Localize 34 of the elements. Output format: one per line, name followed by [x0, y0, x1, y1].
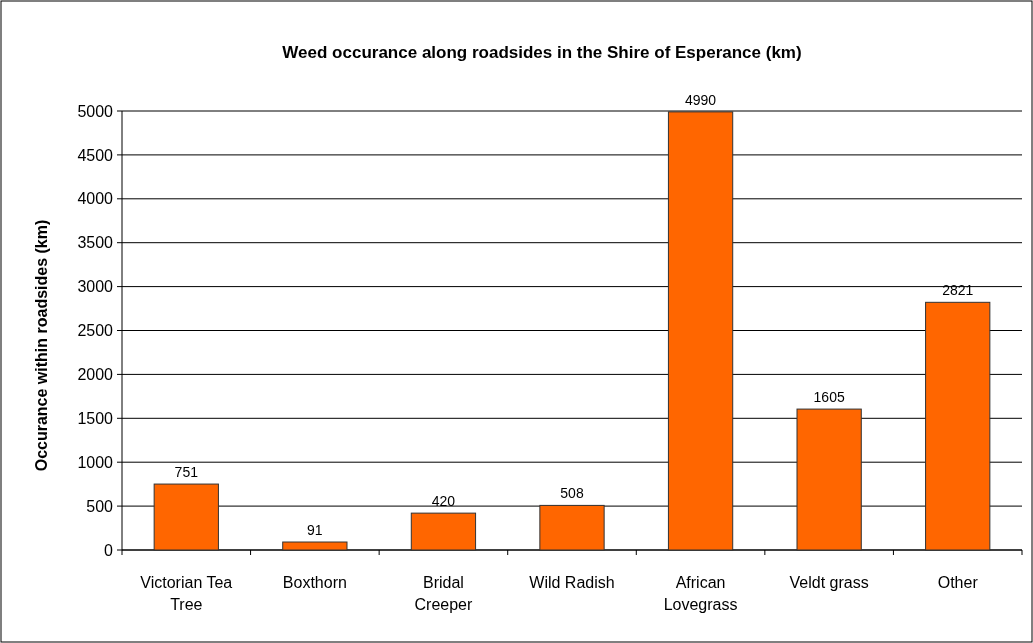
x-tick-label: Other [937, 574, 979, 591]
chart-title: Weed occurance along roadsides in the Shire of Esperance (km) [282, 43, 802, 62]
bar [925, 301, 991, 551]
x-tick-label: Victorian Tea Tree [140, 574, 233, 613]
data-label: 420 [431, 493, 456, 510]
data-label: 508 [560, 485, 584, 502]
bar [282, 541, 348, 551]
y-tick-label: 3500 [77, 234, 114, 252]
x-tick-label: Veldt grass [789, 574, 869, 591]
x-tick-label: African Lovegrass [663, 574, 738, 613]
bar [153, 483, 219, 551]
x-tick-label: Bridal Creeper [414, 574, 473, 613]
data-label: 1605 [813, 389, 845, 406]
y-tick-label: 3000 [77, 278, 114, 296]
x-tick-label: Wild Radish [529, 574, 615, 591]
data-label: 4990 [684, 91, 717, 108]
x-tick-label: Boxthorn [282, 574, 347, 591]
y-tick-label: 500 [86, 497, 114, 515]
y-tick-label: 2500 [77, 322, 114, 340]
y-tick-label: 0 [104, 541, 114, 559]
data-label: 91 [307, 522, 323, 539]
data-label: 2821 [942, 282, 974, 299]
y-tick-label: 4000 [77, 190, 114, 208]
bar [410, 512, 477, 551]
bar [796, 408, 862, 551]
y-axis-title: Occurance within roadsides (km) [33, 219, 50, 472]
y-tick-label: 4500 [77, 146, 114, 164]
bar [667, 111, 734, 551]
y-tick-label: 5000 [77, 102, 114, 120]
y-tick-label: 2000 [77, 366, 114, 383]
bar [539, 504, 605, 551]
data-label: 751 [174, 464, 199, 481]
y-tick-label: 1500 [77, 409, 114, 427]
y-tick-label: 1000 [77, 453, 114, 471]
